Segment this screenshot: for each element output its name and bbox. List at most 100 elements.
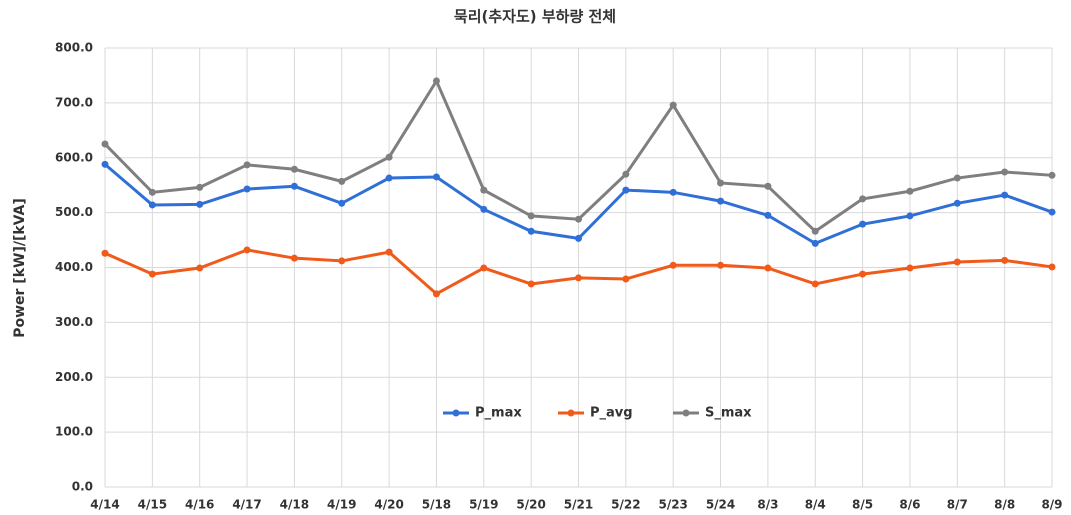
- x-tick-label: 8/7: [947, 498, 968, 512]
- point: [243, 161, 251, 169]
- point: [101, 160, 109, 168]
- y-tick-label: 400.0: [55, 260, 93, 274]
- point: [906, 264, 914, 272]
- x-tick-label: 4/20: [374, 498, 403, 512]
- point: [953, 174, 961, 182]
- x-tick-label: 8/6: [899, 498, 920, 512]
- point: [622, 170, 630, 178]
- legend-marker: [682, 409, 690, 417]
- x-tick-label: 5/23: [658, 498, 687, 512]
- point: [575, 274, 582, 282]
- point: [764, 211, 772, 219]
- point: [953, 258, 961, 266]
- x-tick-label: 4/15: [138, 498, 167, 512]
- point: [669, 188, 677, 196]
- point: [290, 254, 298, 262]
- point: [480, 264, 488, 272]
- point: [1001, 168, 1009, 176]
- point: [385, 248, 393, 256]
- point: [622, 275, 630, 283]
- chart-title: 묵리(추자도) 부하량 전체: [454, 8, 616, 26]
- y-tick-label: 0.0: [72, 480, 93, 494]
- point: [148, 201, 156, 209]
- point: [148, 270, 156, 278]
- point: [717, 261, 725, 269]
- point: [575, 234, 582, 242]
- legend-marker: [452, 409, 460, 417]
- point: [196, 200, 204, 208]
- point: [1001, 191, 1009, 199]
- x-tick-label: 5/18: [422, 498, 451, 512]
- x-tick-label: 4/16: [185, 498, 214, 512]
- point: [1048, 208, 1056, 216]
- point: [338, 177, 346, 185]
- x-tick-label: 8/3: [757, 498, 778, 512]
- point: [196, 183, 204, 191]
- point: [338, 199, 346, 207]
- point: [906, 212, 914, 220]
- y-tick-label: 600.0: [55, 150, 93, 164]
- point: [196, 264, 204, 272]
- legend-label: P_avg: [590, 406, 633, 421]
- point: [338, 257, 346, 265]
- legend-marker: [567, 409, 575, 417]
- point: [527, 212, 535, 220]
- x-tick-label: 4/18: [280, 498, 309, 512]
- point: [859, 195, 867, 203]
- point: [243, 246, 251, 254]
- point: [527, 280, 535, 288]
- x-tick-label: 5/19: [469, 498, 498, 512]
- point: [385, 174, 393, 182]
- point: [148, 188, 156, 196]
- legend-label: S_max: [705, 406, 752, 421]
- point: [101, 249, 109, 257]
- y-tick-label: 300.0: [55, 315, 93, 329]
- x-tick-label: 8/8: [994, 498, 1015, 512]
- point: [859, 220, 867, 228]
- x-tick-label: 8/9: [1041, 498, 1062, 512]
- point: [575, 215, 582, 223]
- point: [432, 173, 440, 181]
- point: [622, 186, 630, 194]
- x-tick-label: 5/21: [564, 498, 593, 512]
- point: [1048, 263, 1056, 271]
- x-tick-label: 4/17: [232, 498, 261, 512]
- point: [811, 227, 819, 235]
- y-tick-label: 700.0: [55, 95, 93, 109]
- point: [527, 227, 535, 235]
- point: [669, 101, 677, 109]
- point: [669, 261, 677, 269]
- y-tick-label: 500.0: [55, 205, 93, 219]
- y-tick-label: 100.0: [55, 425, 93, 439]
- point: [764, 182, 772, 190]
- point: [101, 140, 109, 148]
- point: [432, 290, 440, 298]
- x-tick-label: 5/24: [706, 498, 735, 512]
- point: [432, 77, 440, 85]
- point: [859, 270, 867, 278]
- point: [811, 239, 819, 247]
- x-tick-label: 8/4: [805, 498, 826, 512]
- point: [385, 153, 393, 161]
- y-tick-label: 800.0: [55, 41, 93, 55]
- point: [1001, 256, 1009, 264]
- point: [480, 186, 488, 194]
- point: [290, 165, 298, 173]
- point: [811, 280, 819, 288]
- x-tick-label: 5/20: [516, 498, 545, 512]
- x-tick-label: 4/19: [327, 498, 356, 512]
- x-tick-label: 4/14: [90, 498, 119, 512]
- y-axis-label: Power [kW]/[kVA]: [12, 198, 28, 338]
- legend-label: P_max: [475, 406, 522, 421]
- y-tick-label: 200.0: [55, 370, 93, 384]
- x-tick-label: 8/5: [852, 498, 873, 512]
- point: [290, 182, 298, 190]
- x-tick-label: 5/22: [611, 498, 640, 512]
- point: [717, 179, 725, 187]
- point: [764, 264, 772, 272]
- point: [906, 187, 914, 195]
- point: [480, 205, 488, 213]
- point: [953, 199, 961, 207]
